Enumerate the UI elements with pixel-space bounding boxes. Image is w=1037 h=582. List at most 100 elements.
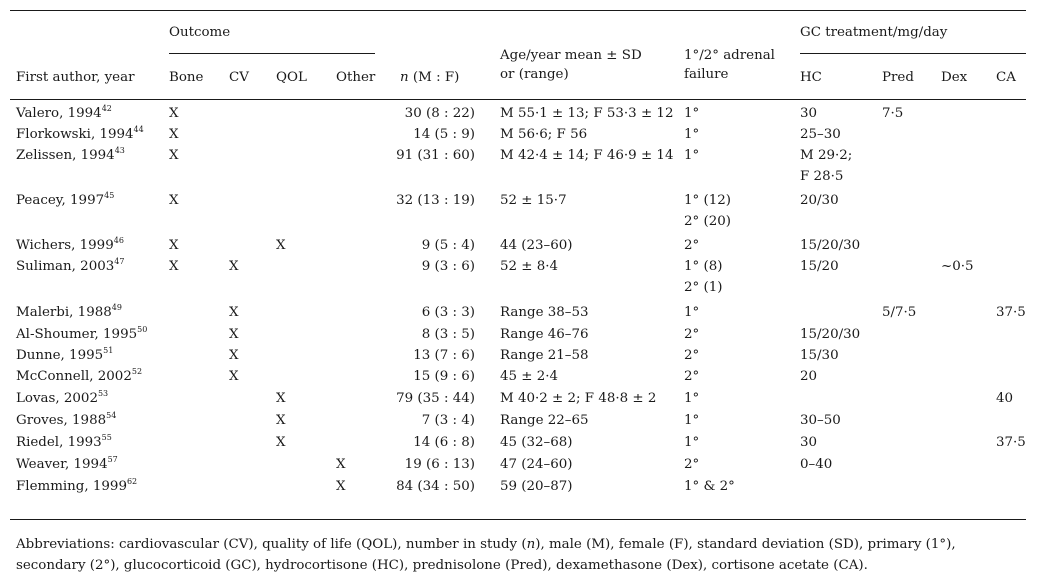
footnote: Abbreviations: cardiovascular (CV), qual… bbox=[16, 534, 1026, 576]
author-cell: Valero, 199442 bbox=[16, 103, 112, 124]
hc-cell: 15/20/30 bbox=[800, 238, 861, 253]
header-age-line2: or (range) bbox=[500, 67, 569, 82]
author-name: Suliman, 2003 bbox=[16, 259, 115, 274]
n-cell: 13 (7 : 6) bbox=[413, 348, 475, 363]
hc-cell: 15/20 bbox=[800, 259, 839, 274]
table-row: Al-Shoumer, 199550 8 (3 : 5) X Range 46–76 2… bbox=[0, 324, 1037, 345]
age-cell: 52 ± 15·7 bbox=[500, 193, 567, 208]
footnote-suffix: ), male (M), female (F), standard deviat… bbox=[16, 537, 956, 573]
age-cell: M 40·2 ± 2; F 48·8 ± 2 bbox=[500, 391, 657, 406]
table-row: Wichers, 199946 9 (5 : 4) X X 44 (23–60) 2° 15… bbox=[0, 235, 1037, 256]
reference-number: 47 bbox=[114, 257, 125, 266]
cv-cell: X bbox=[229, 369, 239, 384]
reference-number: 44 bbox=[133, 125, 144, 134]
n-cell: 14 (6 : 8) bbox=[413, 435, 475, 450]
author-name: Flemming, 1999 bbox=[16, 479, 127, 494]
age-cell: M 42·4 ± 14; F 46·9 ± 14 bbox=[500, 148, 674, 163]
table-row: Suliman, 200347 9 (3 : 6) X X 52 ± 8·4 1° (8)… bbox=[0, 256, 1037, 296]
adrenal-cell: 1° & 2° bbox=[684, 479, 735, 494]
bone-cell: X bbox=[169, 148, 179, 163]
n-cell: 30 (8 : 22) bbox=[404, 106, 475, 121]
age-cell: 45 (32–68) bbox=[500, 435, 573, 450]
adrenal-cell: 1° (12) bbox=[684, 193, 731, 208]
reference-number: 42 bbox=[101, 104, 112, 113]
n-cell: 8 (3 : 5) bbox=[421, 327, 475, 342]
pred-cell: 5/7·5 bbox=[882, 305, 917, 320]
reference-number: 49 bbox=[111, 303, 122, 312]
author-name: Zelissen, 1994 bbox=[16, 148, 115, 163]
reference-number: 62 bbox=[126, 477, 138, 486]
author-cell: Peacey, 199745 bbox=[16, 190, 114, 211]
author-cell: McConnell, 200252 bbox=[16, 366, 142, 387]
adrenal-cell: 1° (8) bbox=[684, 259, 723, 274]
age-cell: Range 38–53 bbox=[500, 305, 589, 320]
reference-number: 50 bbox=[137, 325, 148, 334]
hc-cell: 20/30 bbox=[800, 193, 839, 208]
n-cell: 7 (3 : 4) bbox=[421, 413, 475, 428]
age-cell: 47 (24–60) bbox=[500, 457, 573, 472]
author-cell: Riedel, 199355 bbox=[16, 432, 112, 453]
author-cell: Malerbi, 198849 bbox=[16, 302, 122, 323]
other-cell: X bbox=[336, 457, 346, 472]
age-cell: Range 22–65 bbox=[500, 413, 589, 428]
pred-cell: 7·5 bbox=[882, 106, 904, 121]
adrenal-cell: 1° bbox=[684, 106, 700, 121]
bone-cell: X bbox=[169, 259, 179, 274]
header-ca: CA bbox=[996, 70, 1016, 85]
author-name: Florkowski, 1994 bbox=[16, 127, 134, 142]
header-n: n (M : F) bbox=[400, 69, 459, 86]
bone-cell: X bbox=[169, 106, 179, 121]
cv-cell: X bbox=[229, 327, 239, 342]
reference-number: 46 bbox=[113, 236, 124, 245]
age-cell: M 55·1 ± 13; F 53·3 ± 12 bbox=[500, 106, 674, 121]
header-pred: Pred bbox=[882, 70, 914, 85]
reference-number: 53 bbox=[97, 389, 109, 398]
table-row: Peacey, 199745 32 (13 : 19) X 52 ± 15·7 1° (… bbox=[0, 190, 1037, 230]
header-first-author: First author, year bbox=[16, 70, 135, 85]
qol-cell: X bbox=[276, 413, 286, 428]
author-cell: Zelissen, 199443 bbox=[16, 145, 125, 166]
gc-rule bbox=[800, 53, 1026, 54]
other-cell: X bbox=[336, 479, 346, 494]
adrenal-cell-line2: 2° (1) bbox=[684, 280, 723, 295]
author-name: Valero, 1994 bbox=[16, 106, 102, 121]
header-bone: Bone bbox=[169, 70, 204, 85]
reference-number: 57 bbox=[107, 455, 118, 464]
outcome-rule bbox=[169, 53, 375, 54]
n-cell: 9 (3 : 6) bbox=[421, 259, 475, 274]
author-cell: Weaver, 199457 bbox=[16, 454, 118, 475]
author-name: Wichers, 1999 bbox=[16, 238, 114, 253]
author-name: Lovas, 2002 bbox=[16, 391, 98, 406]
hc-cell: 25–30 bbox=[800, 127, 841, 142]
cv-cell: X bbox=[229, 259, 239, 274]
hc-cell: 20 bbox=[800, 369, 818, 384]
ca-cell: 40 bbox=[996, 391, 1014, 406]
table-row: Flemming, 199962 84 (34 : 50) X 59 (20–87) 1… bbox=[0, 476, 1037, 497]
n-cell: 19 (6 : 13) bbox=[404, 457, 475, 472]
author-cell: Al-Shoumer, 199550 bbox=[16, 324, 147, 345]
age-cell: 45 ± 2·4 bbox=[500, 369, 559, 384]
table-row: Lovas, 200253 79 (35 : 44) X M 40·2 ± 2; F … bbox=[0, 388, 1037, 409]
header-bottom-rule bbox=[10, 99, 1026, 100]
header-other: Other bbox=[336, 70, 376, 85]
header-qol: QOL bbox=[276, 70, 307, 85]
hc-cell: 30–50 bbox=[800, 413, 841, 428]
n-cell: 91 (31 : 60) bbox=[396, 148, 475, 163]
author-cell: Suliman, 200347 bbox=[16, 256, 124, 277]
table-row: Malerbi, 198849 6 (3 : 3) X Range 38–53 1° 5/… bbox=[0, 302, 1037, 323]
header-outcome: Outcome bbox=[169, 25, 231, 40]
footnote-prefix: Abbreviations: cardiovascular (CV), qual… bbox=[16, 537, 527, 552]
age-cell: M 56·6; F 56 bbox=[500, 127, 588, 142]
author-name: McConnell, 2002 bbox=[16, 369, 132, 384]
qol-cell: X bbox=[276, 238, 286, 253]
adrenal-cell-line2: 2° (20) bbox=[684, 214, 731, 229]
header-dex: Dex bbox=[941, 70, 968, 85]
author-name: Groves, 1988 bbox=[16, 413, 107, 428]
author-cell: Dunne, 199551 bbox=[16, 345, 113, 366]
table-bottom-rule bbox=[10, 519, 1026, 520]
ca-cell: 37·5 bbox=[996, 305, 1026, 320]
reference-number: 45 bbox=[104, 191, 115, 200]
author-name: Malerbi, 1988 bbox=[16, 305, 112, 320]
author-cell: Flemming, 199962 bbox=[16, 476, 137, 497]
n-cell: 14 (5 : 9) bbox=[413, 127, 475, 142]
